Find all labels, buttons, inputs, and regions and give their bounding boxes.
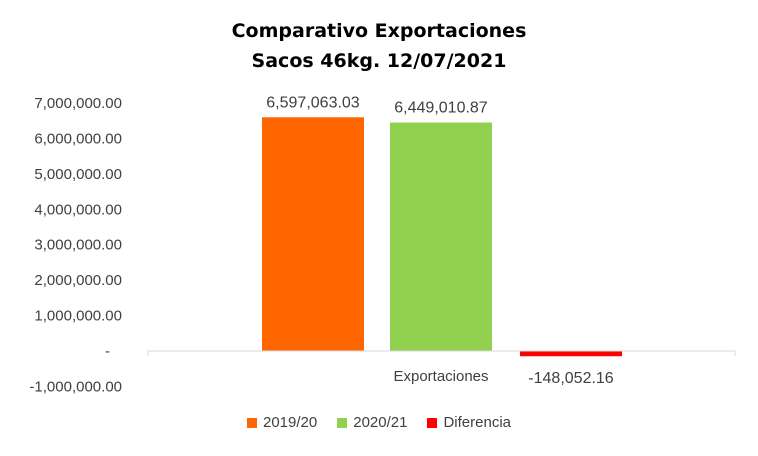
y-tick-label: 7,000,000.00: [34, 95, 122, 112]
y-tick-label: 6,000,000.00: [34, 130, 122, 147]
y-tick-label: -: [105, 343, 110, 360]
chart-title-line-1: Comparativo Exportaciones: [231, 20, 527, 42]
data-label: 6,597,063.03: [266, 94, 360, 111]
y-tick-label: 5,000,000.00: [34, 166, 122, 183]
legend-item-2019-20: 2019/20: [247, 414, 317, 431]
legend-swatch-2019-20: [247, 417, 257, 428]
legend-label-2019-20: 2019/20: [263, 414, 318, 431]
legend-swatch-2020-21: [337, 417, 348, 428]
bar-2019-20: [262, 117, 364, 351]
chart-legend: 2019/20 2020/21 Diferencia: [0, 414, 758, 431]
y-tick-label: 4,000,000.00: [34, 201, 122, 218]
bar-2020-21: [390, 122, 492, 352]
chart-title-line-2: Sacos 46kg. 12/07/2021: [251, 50, 507, 72]
legend-item-2020-21: 2020/21: [337, 414, 407, 431]
bar-diferencia: [520, 351, 622, 357]
legend-swatch-diferencia: [427, 417, 438, 428]
data-label: 6,449,010.87: [394, 100, 488, 117]
x-category-label: Exportaciones: [393, 368, 488, 385]
y-tick-label: 2,000,000.00: [34, 272, 122, 289]
legend-label-diferencia: Diferencia: [443, 414, 511, 431]
chart-title: Comparativo Exportaciones Sacos 46kg. 12…: [0, 16, 758, 76]
legend-label-2020-21: 2020/21: [353, 414, 408, 431]
bar-chart: 7,000,000.00 6,000,000.00 5,000,000.00 4,00…: [29, 94, 736, 395]
y-tick-label: -1,000,000.00: [29, 378, 122, 395]
y-tick-label: 1,000,000.00: [34, 308, 122, 325]
y-tick-label: 3,000,000.00: [34, 237, 122, 254]
legend-item-diferencia: Diferencia: [427, 414, 511, 431]
data-label: -148,052.16: [528, 370, 614, 387]
